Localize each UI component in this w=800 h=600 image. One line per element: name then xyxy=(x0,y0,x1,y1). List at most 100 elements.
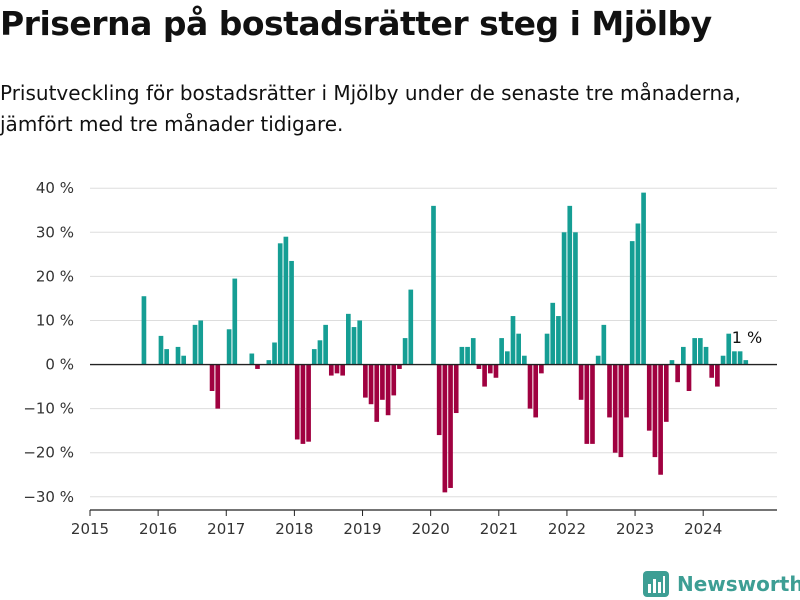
x-tick-label: 2020 xyxy=(412,520,450,538)
bar-2019-05 xyxy=(385,364,391,416)
x-axis-ticks: 2015 2016 2017 2018 2019 2020 2021 2022 2023 2024 xyxy=(71,510,722,538)
bar-2023-08 xyxy=(675,364,680,383)
x-tick-label: 2022 xyxy=(548,520,586,538)
bar-2024-02 xyxy=(709,364,715,378)
bar-2020-01 xyxy=(431,205,436,365)
bar-2020-07 xyxy=(465,346,470,365)
bar-2019-06 xyxy=(391,364,397,396)
bar-2018-07 xyxy=(328,364,334,376)
bar-2021-01 xyxy=(499,338,504,365)
bar-2022-06 xyxy=(595,355,601,365)
bar-2023-12 xyxy=(698,338,703,365)
bar-2017-01 xyxy=(226,329,232,365)
y-axis-ticks: 40 % 30 % 20 % 10 % 0 % −10 % −20 % −30 % xyxy=(23,179,74,506)
bar-2021-02 xyxy=(504,351,510,365)
bar-2017-11 xyxy=(283,236,289,365)
bar-2020-08 xyxy=(470,338,476,365)
bar-2022-02 xyxy=(573,232,578,365)
bar-2023-05 xyxy=(658,364,663,475)
bar-2018-12 xyxy=(357,320,363,365)
x-tick-label: 2015 xyxy=(71,520,109,538)
bar-2017-06 xyxy=(255,364,260,369)
bar-2023-01 xyxy=(635,223,641,365)
bar-2021-07 xyxy=(533,364,539,418)
bar-2018-02 xyxy=(300,364,306,444)
newsworthy-logo-icon xyxy=(643,571,669,597)
bar-2020-06 xyxy=(459,346,465,365)
bar-2019-01 xyxy=(363,364,368,398)
bar-2016-02 xyxy=(164,349,169,365)
bar-2022-11 xyxy=(624,364,629,418)
y-tick-label: 20 % xyxy=(36,267,74,285)
bar-2019-09 xyxy=(408,289,414,365)
bar-2024-01 xyxy=(703,346,709,365)
bar-2020-12 xyxy=(493,364,499,378)
bar-2020-04 xyxy=(448,364,453,488)
x-tick-label: 2018 xyxy=(275,520,313,538)
bar-2023-06 xyxy=(663,364,669,422)
y-tick-label: −30 % xyxy=(23,488,74,506)
latest-value-label: 1 % xyxy=(732,328,762,347)
bar-2017-12 xyxy=(289,260,294,365)
chart-subtitle: Prisutveckling för bostadsrätter i Mjölb… xyxy=(0,81,741,136)
bar-2021-12 xyxy=(561,232,567,365)
x-tick-label: 2023 xyxy=(616,520,654,538)
bar-2022-12 xyxy=(629,241,635,365)
bar-2023-04 xyxy=(652,364,658,458)
bar-2024-08 xyxy=(743,360,749,365)
y-tick-label: 30 % xyxy=(36,223,74,241)
bar-2022-04 xyxy=(584,364,590,444)
bar-2015-10 xyxy=(141,296,147,365)
bars xyxy=(141,192,749,493)
bar-2017-10 xyxy=(277,243,283,365)
bar-2021-03 xyxy=(510,316,516,365)
bar-2018-05 xyxy=(317,340,323,365)
bar-2017-05 xyxy=(249,353,255,365)
bar-2024-04 xyxy=(720,355,726,365)
bar-2019-08 xyxy=(402,338,408,365)
bar-2020-05 xyxy=(453,364,459,414)
bar-2016-01 xyxy=(158,335,164,365)
bar-2022-10 xyxy=(618,364,624,458)
brand-name: Newsworthy xyxy=(677,572,800,596)
bar-2020-02 xyxy=(436,364,442,436)
bar-2021-05 xyxy=(522,355,527,365)
bar-2020-10 xyxy=(482,364,487,387)
bar-2016-07 xyxy=(192,324,198,365)
newsworthy-logo: Newsworthy xyxy=(643,568,800,600)
bar-2016-11 xyxy=(215,364,221,409)
bar-2023-10 xyxy=(686,364,692,391)
bar-2018-10 xyxy=(346,313,351,365)
bar-2023-02 xyxy=(641,192,646,365)
bar-2018-03 xyxy=(306,364,311,442)
bar-2018-09 xyxy=(340,364,345,376)
bar-2018-06 xyxy=(323,324,328,365)
bar-2016-04 xyxy=(175,346,181,365)
bar-2017-02 xyxy=(232,278,238,365)
bar-2021-06 xyxy=(527,364,533,409)
bar-2021-11 xyxy=(556,316,561,365)
bar-2022-01 xyxy=(567,205,573,365)
bar-2019-03 xyxy=(374,364,380,422)
bar-2020-03 xyxy=(442,364,448,493)
bar-2018-11 xyxy=(351,327,357,365)
bar-2021-04 xyxy=(516,333,521,365)
x-tick-label: 2017 xyxy=(207,520,245,538)
y-tick-label: 40 % xyxy=(36,179,74,197)
bar-2023-07 xyxy=(669,360,675,365)
bar-2021-10 xyxy=(550,302,556,365)
bar-2022-09 xyxy=(612,364,618,453)
bar-2020-11 xyxy=(487,364,493,374)
bar-2022-05 xyxy=(590,364,595,444)
x-tick-label: 2016 xyxy=(139,520,177,538)
bar-2019-02 xyxy=(368,364,374,405)
bar-2019-07 xyxy=(397,364,402,369)
bar-2021-08 xyxy=(539,364,544,374)
x-tick-label: 2021 xyxy=(480,520,518,538)
bar-2022-03 xyxy=(578,364,584,400)
y-tick-label: 0 % xyxy=(45,356,74,374)
bar-2024-07 xyxy=(737,351,743,365)
bar-2018-01 xyxy=(294,364,300,440)
bar-2018-08 xyxy=(334,364,340,374)
